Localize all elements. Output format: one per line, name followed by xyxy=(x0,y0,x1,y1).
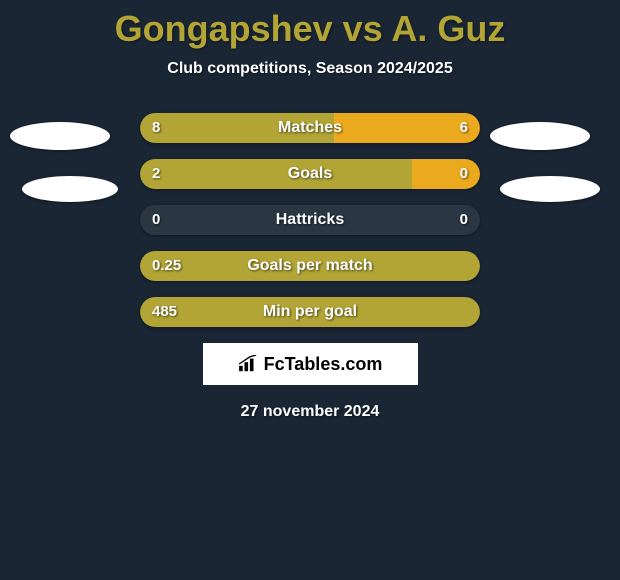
date-text: 27 november 2024 xyxy=(0,403,620,421)
logo-box: FcTables.com xyxy=(203,343,418,385)
stat-label: Goals xyxy=(140,159,480,189)
stat-row: 86Matches xyxy=(140,113,480,143)
subtitle: Club competitions, Season 2024/2025 xyxy=(0,60,620,78)
stat-row: 00Hattricks xyxy=(140,205,480,235)
stat-label: Goals per match xyxy=(140,251,480,281)
decorative-ellipse xyxy=(10,122,110,150)
stat-label: Hattricks xyxy=(140,205,480,235)
logo-text: FcTables.com xyxy=(264,354,383,375)
stat-row: 485Min per goal xyxy=(140,297,480,327)
decorative-ellipse xyxy=(490,122,590,150)
page-title: Gongapshev vs A. Guz xyxy=(0,0,620,50)
decorative-ellipse xyxy=(22,176,118,202)
stat-label: Min per goal xyxy=(140,297,480,327)
stat-row: 20Goals xyxy=(140,159,480,189)
bar-chart-icon xyxy=(238,355,260,373)
decorative-ellipse xyxy=(500,176,600,202)
stat-label: Matches xyxy=(140,113,480,143)
stat-row: 0.25Goals per match xyxy=(140,251,480,281)
